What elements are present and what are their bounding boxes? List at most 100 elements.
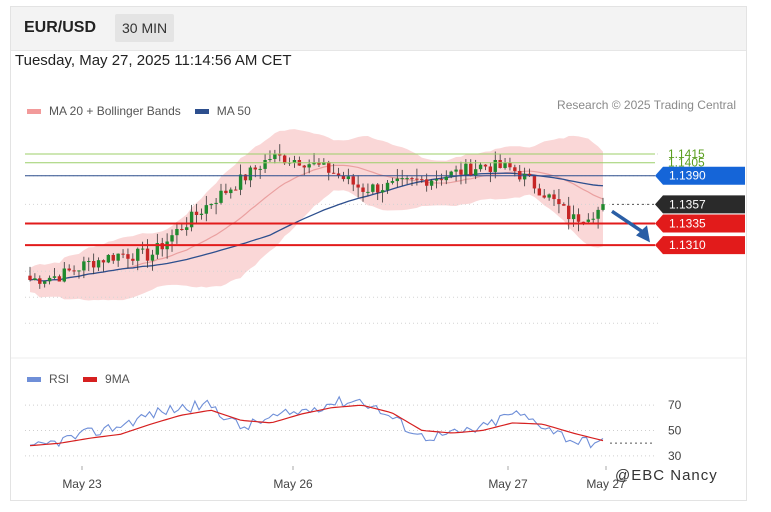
candle-body <box>493 159 497 172</box>
candle-body <box>126 254 130 259</box>
candle-body <box>57 276 62 282</box>
candle-body <box>243 174 248 181</box>
candle-body <box>557 199 561 205</box>
candle-body <box>380 190 385 193</box>
candle-body <box>87 261 91 263</box>
support-tag-5 <box>655 236 745 255</box>
x-tick-label-0: May 23 <box>62 477 102 491</box>
candle-body <box>189 211 194 228</box>
candle-body <box>82 261 86 271</box>
candle-body <box>175 228 179 236</box>
forecast-arrow-head <box>636 225 650 243</box>
x-tick-label-3: May 27 <box>586 477 626 491</box>
candle-body <box>537 188 542 196</box>
candle-body <box>292 160 297 163</box>
candle-body <box>327 162 331 173</box>
resistance-label-0: 1.1415 <box>668 147 705 161</box>
candle-body <box>180 228 184 230</box>
current-price-label: 1.1357 <box>669 197 706 211</box>
candle-body <box>434 179 439 181</box>
candle-body <box>429 180 434 186</box>
candle-body <box>331 172 336 174</box>
legend-rsi-swatch <box>27 376 41 382</box>
candle-body <box>341 175 346 180</box>
candle-body <box>91 261 96 268</box>
candle-body <box>209 203 213 206</box>
candle-body <box>116 253 120 261</box>
candle-body <box>562 204 566 206</box>
candle-body <box>307 164 311 168</box>
watermark: @EBC Nancy <box>615 467 718 484</box>
candle-body <box>302 165 306 168</box>
candle-body <box>253 167 257 170</box>
candle-body <box>542 195 546 198</box>
candle-body <box>238 174 243 190</box>
legend-rsi-ma: 9MA <box>83 372 130 386</box>
bollinger-band <box>30 129 603 301</box>
rsi-legend: RSI 9MA <box>27 372 144 386</box>
support-label-5: 1.1310 <box>669 238 706 252</box>
candle-body <box>258 168 262 170</box>
candle-body <box>498 159 502 168</box>
candle-body <box>263 160 267 169</box>
candle-body <box>136 248 140 261</box>
candle-body <box>33 278 37 281</box>
legend-ma20-label: MA 20 + Bollinger Bands <box>49 104 181 118</box>
legend-ma20: MA 20 + Bollinger Bands <box>27 104 181 118</box>
candle-body <box>415 178 419 180</box>
candle-body <box>459 169 463 175</box>
candle-body <box>346 176 351 180</box>
candle-body <box>449 171 453 177</box>
candle-body <box>503 162 507 168</box>
candle-body <box>214 202 218 204</box>
interval-button[interactable]: 30 MIN <box>115 14 175 42</box>
current-price-tag <box>655 195 745 214</box>
candle-body <box>483 164 488 167</box>
legend-ma50: MA 50 <box>194 104 251 118</box>
candle-body <box>268 159 272 161</box>
candle-body <box>532 176 537 189</box>
x-tick-label-2: May 27 <box>488 477 528 491</box>
candle-body <box>28 275 32 281</box>
candle-body <box>400 178 404 180</box>
resistance-label-1: 1.1405 <box>668 156 705 170</box>
candle-body <box>219 190 223 203</box>
candle-body <box>233 189 238 191</box>
candle-body <box>424 179 429 186</box>
candle-body <box>464 163 468 175</box>
rsi-ma-line <box>29 404 604 447</box>
candle-body <box>47 277 52 282</box>
legend-rsi-ma-swatch <box>83 376 98 382</box>
candle-body <box>72 270 76 272</box>
support-label-4: 1.1335 <box>669 216 706 230</box>
candle-body <box>586 219 591 222</box>
candle-body <box>385 182 390 191</box>
legend-rsi: RSI <box>27 372 69 386</box>
candle-body <box>155 243 160 255</box>
candle-body <box>282 155 287 164</box>
candle-body <box>522 173 527 180</box>
candle-body <box>140 248 145 250</box>
candle-body <box>366 191 370 193</box>
candle-body <box>317 162 321 165</box>
candle-body <box>527 173 532 177</box>
candle-body <box>469 163 473 176</box>
candle-body <box>576 214 581 222</box>
candle-body <box>185 227 189 230</box>
candle-body <box>224 190 228 194</box>
legend-rsi-ma-label: 9MA <box>105 372 130 386</box>
candle-body <box>508 162 512 168</box>
candle-body <box>488 166 493 172</box>
candle-body <box>376 184 380 193</box>
rsi-tick-50: 50 <box>668 424 682 438</box>
candle-body <box>571 214 576 220</box>
candle-body <box>96 260 101 268</box>
ma50-line <box>29 172 604 282</box>
candle-body <box>52 276 57 278</box>
legend-rsi-label: RSI <box>49 372 70 386</box>
candle-body <box>67 268 71 271</box>
level-label-2: 1.1390 <box>669 169 706 183</box>
chart-header: EUR/USD 30 MIN <box>11 7 746 51</box>
candle-body <box>596 209 600 219</box>
candle-body <box>106 254 111 263</box>
